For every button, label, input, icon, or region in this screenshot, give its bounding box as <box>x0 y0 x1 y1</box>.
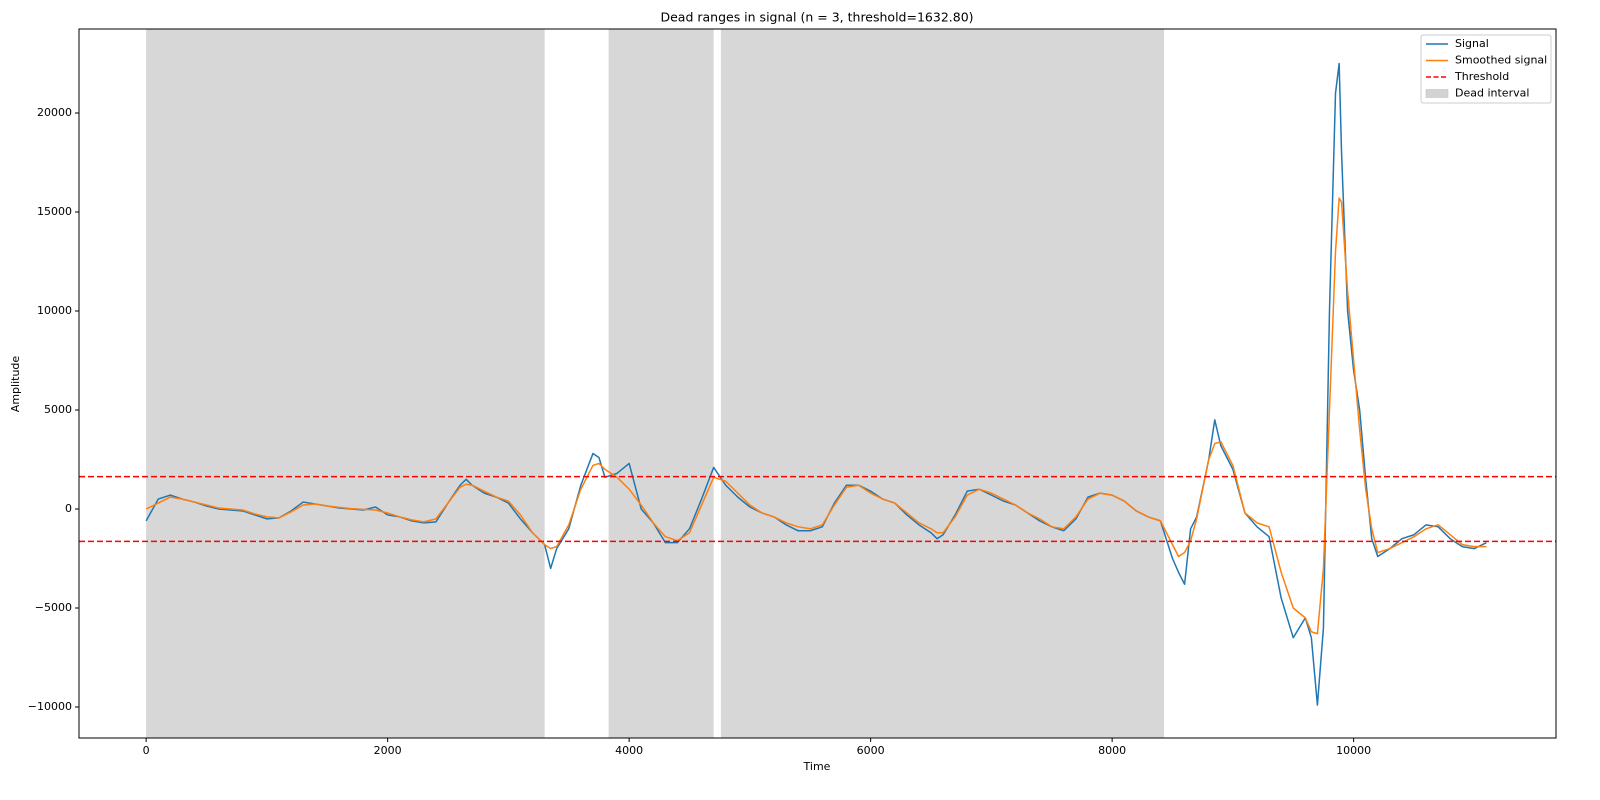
y-axis-label: Amplitude <box>9 356 22 413</box>
legend-label: Dead interval <box>1455 87 1529 100</box>
legend-label: Signal <box>1455 37 1489 50</box>
x-tick-label: 10000 <box>1336 744 1371 757</box>
y-tick-label: 15000 <box>37 205 72 218</box>
legend-swatch <box>1425 89 1449 98</box>
y-tick-label: −10000 <box>28 700 72 713</box>
chart-title: Dead ranges in signal (n = 3, threshold=… <box>660 10 973 25</box>
x-axis-label: Time <box>803 760 831 773</box>
x-tick-label: 4000 <box>615 744 643 757</box>
plot-area <box>79 29 1556 738</box>
legend-label: Threshold <box>1454 70 1509 83</box>
legend-label: Smoothed signal <box>1455 54 1547 67</box>
legend-box <box>1420 34 1552 104</box>
y-tick-label: 0 <box>65 502 72 515</box>
dead-interval <box>146 29 545 738</box>
y-tick-label: 10000 <box>37 304 72 317</box>
x-tick-label: 0 <box>143 744 150 757</box>
dead-interval <box>720 29 1165 738</box>
y-tick-label: 5000 <box>44 403 72 416</box>
y-tick-label: 20000 <box>37 106 72 119</box>
y-tick-label: −5000 <box>35 601 72 614</box>
x-tick-label: 6000 <box>857 744 885 757</box>
dead-interval <box>608 29 714 738</box>
x-tick-label: 2000 <box>374 744 402 757</box>
x-tick-label: 8000 <box>1098 744 1126 757</box>
axes-frame <box>78 28 1557 739</box>
series-line <box>145 197 1487 635</box>
